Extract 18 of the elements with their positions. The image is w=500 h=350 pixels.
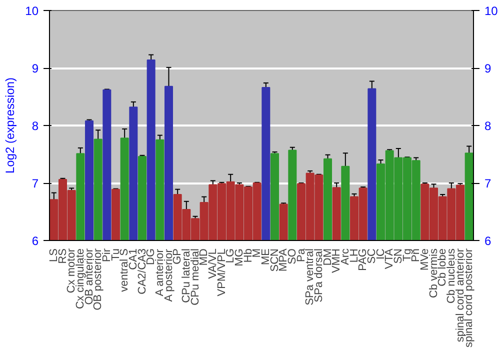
x-tick-label: spinal cord posterior [463,248,476,348]
x-tick-label: Arc [339,248,352,265]
x-tick-label: Cb nucleus [445,248,458,304]
y2-tick-label: 7 [484,176,492,190]
y-tick-label: 6 [32,234,39,248]
y-axis-title: Log2 (expression) [3,77,18,174]
y2-tick-label: 8 [484,119,492,133]
x-tick-label: SO [286,248,298,264]
x-tick-label: MVe [418,248,431,271]
y-tick-label: 10 [25,4,39,18]
y-tick-label: 7 [32,176,39,190]
x-tick-label: SPa dorsal [312,248,325,302]
y2-tick-label: 9 [484,62,492,76]
y-tick-label: 9 [32,62,39,76]
y2-tick-label: 10 [484,4,498,18]
y2-tick-label: 6 [484,234,492,248]
x-tick-label: RS [56,248,69,264]
y-tick-label: 8 [32,119,39,133]
